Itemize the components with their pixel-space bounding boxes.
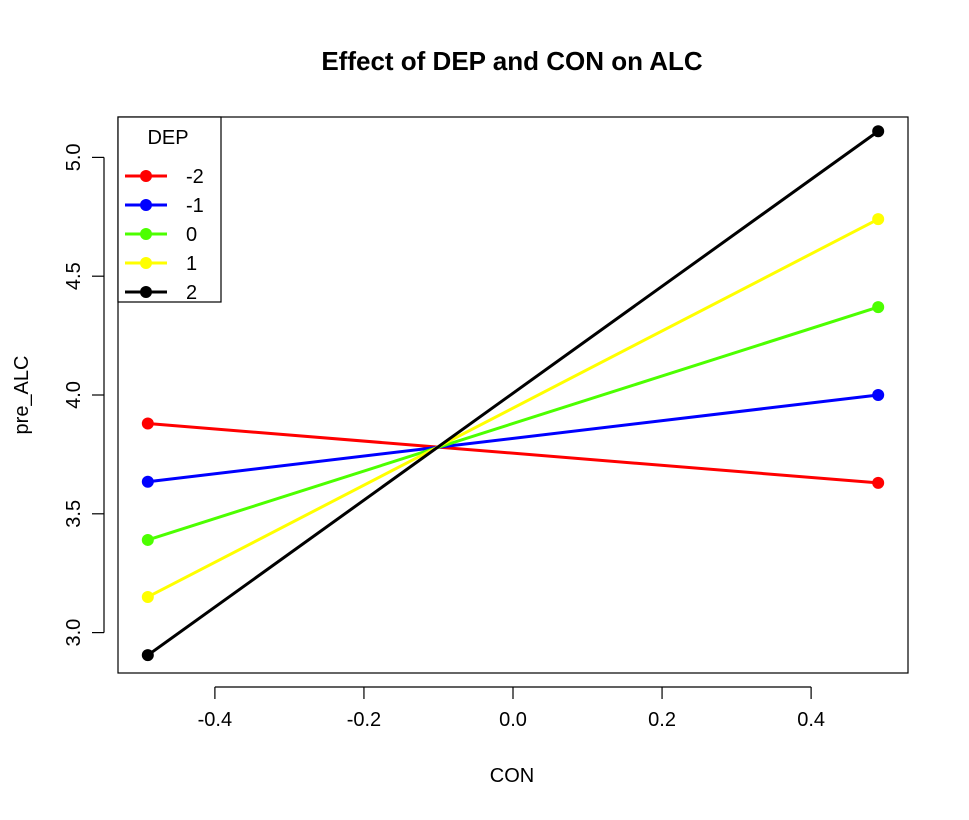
x-tick-label: 0.4	[797, 709, 825, 731]
y-axis: 3.0 3.5 4.0 4.5 5.0	[63, 143, 105, 647]
series-line-2	[146, 130, 880, 657]
legend-label: -2	[186, 166, 204, 188]
data-point-1	[872, 213, 885, 226]
legend-box	[117, 116, 222, 303]
y-tick-label: 3.5	[63, 500, 85, 528]
series-line--2	[147, 422, 879, 485]
data-point--2	[141, 417, 154, 430]
data-point--1	[872, 389, 885, 401]
x-tick-label: -0.4	[198, 709, 232, 731]
data-point--2	[872, 476, 885, 489]
legend-swatch-point	[140, 286, 152, 298]
legend-swatch-point	[140, 199, 152, 211]
legend-label: 1	[186, 253, 197, 275]
series-line-1	[147, 217, 879, 599]
y-tick-label: 4.0	[63, 381, 85, 409]
legend-label: 0	[186, 224, 197, 246]
y-tick-label: 5.0	[63, 143, 85, 171]
legend-label: -1	[186, 195, 204, 217]
x-axis-label: CON	[490, 765, 534, 787]
legend-title: DEP	[147, 127, 188, 149]
data-point-1	[141, 590, 154, 603]
series-line-0	[147, 305, 879, 542]
x-tick-label: 0.2	[648, 709, 676, 731]
legend-label: 2	[186, 282, 197, 304]
data-point-2	[872, 125, 885, 138]
data-point--1	[141, 475, 154, 488]
plot-frame	[117, 116, 909, 674]
legend-swatch-point	[140, 170, 152, 182]
legend-swatch-point	[140, 228, 152, 240]
y-axis-label: pre_ALC	[11, 356, 33, 435]
x-axis: -0.4 -0.2 0.0 0.2 0.4	[198, 686, 825, 731]
chart-title: Effect of DEP and CON on ALC	[321, 46, 703, 76]
data-point-2	[141, 649, 154, 662]
legend: DEP -2 -1 0 1 2	[117, 116, 222, 304]
legend-swatch-point	[140, 257, 152, 269]
data-point-0	[141, 533, 154, 546]
series-layer	[141, 125, 885, 662]
y-tick-label: 3.0	[63, 619, 85, 647]
x-tick-label: 0.0	[499, 709, 527, 731]
x-tick-label: -0.2	[347, 709, 381, 731]
data-point-0	[872, 301, 885, 314]
series-line--1	[147, 393, 879, 484]
y-tick-label: 4.5	[63, 262, 85, 290]
